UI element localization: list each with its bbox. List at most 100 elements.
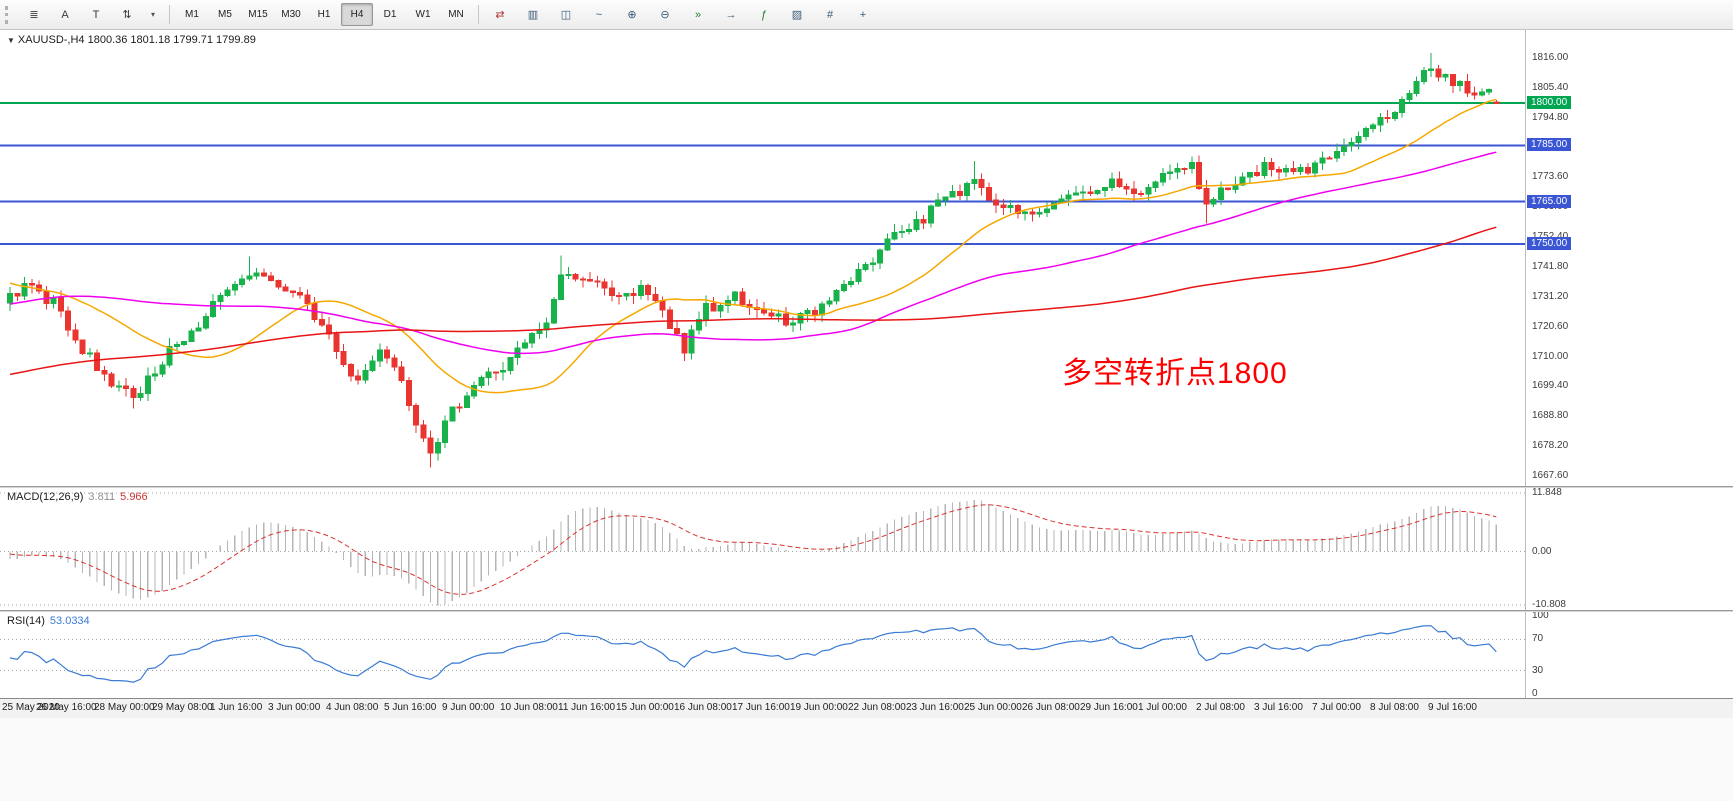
price-tick: 1699.40 <box>1532 380 1569 392</box>
templates-icon[interactable]: ▨ <box>791 9 803 21</box>
time-label: 29 May 08:00 <box>152 702 213 713</box>
price-tick: 1794.80 <box>1532 111 1569 123</box>
time-label: 29 Jun 16:00 <box>1080 702 1138 713</box>
rsi-tick: 0 <box>1532 688 1538 698</box>
horizontal-lines <box>0 102 1525 245</box>
bar-chart-icon[interactable]: ▥ <box>527 9 539 21</box>
timeframe-button-mn[interactable]: MN <box>448 9 464 20</box>
time-label: 5 Jun 16:00 <box>384 702 437 713</box>
time-label: 25 May 2020 <box>2 702 60 713</box>
timeframe-button-m1[interactable]: M1 <box>185 9 199 20</box>
time-axis[interactable]: 25 May 2020 26 May 16:00 28 May 00:00 29 Ma… <box>0 698 1733 718</box>
time-label: 1 Jul 00:00 <box>1138 702 1187 713</box>
time-label: 22 Jun 08:00 <box>848 702 906 713</box>
macd-main-value: 3.811 <box>88 491 116 503</box>
toolbar-separator <box>169 5 170 24</box>
crosshair-icon[interactable]: + <box>859 8 867 21</box>
macd-name: MACD(12,26,9) <box>7 491 84 503</box>
time-label: 11 Jun 16:00 <box>558 702 616 713</box>
timeframe-group: M1 M5 M15 M30 H1 H4 D1 W1 MN <box>176 3 472 26</box>
candlestick-chart[interactable] <box>0 30 1525 486</box>
timeframe-button-d1[interactable]: D1 <box>383 9 397 20</box>
price-scale[interactable]: 1816.001805.401794.801784.201773.601763.… <box>1525 30 1733 486</box>
time-label: 4 Jun 08:00 <box>326 702 379 713</box>
new-order-icon[interactable]: ⇄ <box>495 9 505 21</box>
rsi-scale[interactable]: 100 70 30 0 <box>1525 612 1733 698</box>
timeframe-button-m5[interactable]: M5 <box>218 9 232 20</box>
chart-ohlc-text: XAUUSD-,H4 1800.36 1801.18 1799.71 1799.… <box>17 34 256 46</box>
time-label: 28 May 00:00 <box>94 702 155 713</box>
time-label: 25 Jun 00:00 <box>964 702 1022 713</box>
price-tick: 1710.00 <box>1532 350 1569 362</box>
macd-signal-line <box>9 504 1497 595</box>
macd-tick: 11.848 <box>1532 488 1562 498</box>
chart-title: ▼ XAUUSD-,H4 1800.36 1801.18 1799.71 1799… <box>7 34 256 46</box>
price-tick: 1773.60 <box>1532 171 1569 183</box>
toolbars-list-icon[interactable]: ≣ <box>29 9 39 21</box>
text-tool-button[interactable]: T <box>92 8 100 21</box>
panel-separator[interactable] <box>0 486 1733 488</box>
scale-tool-icon[interactable]: ⇅ <box>122 9 132 21</box>
bottom-blank-area <box>0 718 1733 801</box>
tool-dropdown-caret[interactable]: ▾ <box>150 10 155 19</box>
rsi-label: RSI(14) 53.0334 <box>7 615 90 627</box>
time-label: 9 Jul 16:00 <box>1428 702 1477 713</box>
price-tick: 1752.40 <box>1532 231 1568 242</box>
candlestick-chart-icon[interactable]: ◫ <box>560 9 572 21</box>
chart-shift-icon[interactable]: → <box>725 8 737 21</box>
zoom-in-icon[interactable]: ⊕ <box>627 9 637 21</box>
time-label: 2 Jul 08:00 <box>1196 702 1245 713</box>
ma-mid-line <box>9 151 1497 355</box>
macd-chart[interactable] <box>0 488 1525 610</box>
label-tool-button[interactable]: A <box>61 8 69 21</box>
macd-gridlines <box>0 492 1525 606</box>
time-label: 10 Jun 08:00 <box>500 702 558 713</box>
price-tick: 1678.20 <box>1532 440 1569 452</box>
rsi-value: 53.0334 <box>49 615 90 627</box>
toolbar-separator <box>478 5 479 24</box>
price-tick: 1688.80 <box>1532 410 1569 422</box>
macd-panel[interactable]: MACD(12,26,9) 3.811 5.966 11.848 0.00 -10.80… <box>0 488 1733 610</box>
macd-signal-value: 5.966 <box>120 491 148 503</box>
time-label: 19 Jun 00:00 <box>790 702 848 713</box>
time-label: 17 Jun 16:00 <box>732 702 790 713</box>
time-label: 23 Jun 16:00 <box>906 702 964 713</box>
top-toolbar: ≣ A T ⇅ ▾ M1 M5 M15 M30 H1 H4 D1 W1 MN ⇄ ▥ ◫ ~ ⊕ ⊖ » → ƒ ▨ # + <box>0 0 1733 30</box>
price-tick: 1731.20 <box>1532 290 1569 302</box>
macd-tick: -10.808 <box>1532 599 1566 610</box>
rsi-panel[interactable]: RSI(14) 53.0334 100 70 30 0 <box>0 612 1733 698</box>
line-chart-icon[interactable]: ~ <box>595 8 603 21</box>
macd-scale[interactable]: 11.848 0.00 -10.808 <box>1525 488 1733 610</box>
time-label: 15 Jun 00:00 <box>616 702 674 713</box>
timeframe-button-m30[interactable]: M30 <box>281 9 301 20</box>
toolbar-drag-handle[interactable] <box>5 5 13 24</box>
rsi-name: RSI(14) <box>7 615 45 627</box>
panel-separator[interactable] <box>0 610 1733 612</box>
candles-series <box>7 52 1500 468</box>
time-label: 1 Jun 16:00 <box>210 702 263 713</box>
hline-price-tag: 1750.00 <box>1527 236 1572 250</box>
collapse-icon[interactable]: ▼ <box>7 36 15 45</box>
timeframe-button-h1[interactable]: H1 <box>317 9 331 20</box>
rsi-tick: 30 <box>1532 664 1544 676</box>
hline-price-tag: 1765.00 <box>1527 194 1572 208</box>
grid-icon[interactable]: # <box>826 8 834 21</box>
price-tick: 1805.40 <box>1532 81 1569 93</box>
price-tick: 1816.00 <box>1532 52 1569 64</box>
indicators-icon[interactable]: ƒ <box>760 8 768 21</box>
rsi-tick: 70 <box>1532 633 1544 645</box>
timeframe-button-m15[interactable]: M15 <box>248 9 268 20</box>
timeframe-button-h4[interactable]: H4 <box>341 3 373 26</box>
timeframe-button-w1[interactable]: W1 <box>415 9 431 20</box>
time-label: 16 Jun 08:00 <box>674 702 732 713</box>
macd-histogram <box>9 499 1497 606</box>
zoom-out-icon[interactable]: ⊖ <box>660 9 670 21</box>
hline-price-tag: 1800.00 <box>1527 96 1572 110</box>
price-tick: 1667.60 <box>1532 469 1569 481</box>
auto-scroll-icon[interactable]: » <box>694 8 702 21</box>
price-tick: 1720.60 <box>1532 320 1569 332</box>
price-tick: 1741.80 <box>1532 261 1569 272</box>
main-chart-panel[interactable]: ▼ XAUUSD-,H4 1800.36 1801.18 1799.71 1799… <box>0 30 1733 486</box>
macd-label: MACD(12,26,9) 3.811 5.966 <box>7 491 148 503</box>
rsi-chart[interactable] <box>0 612 1525 698</box>
